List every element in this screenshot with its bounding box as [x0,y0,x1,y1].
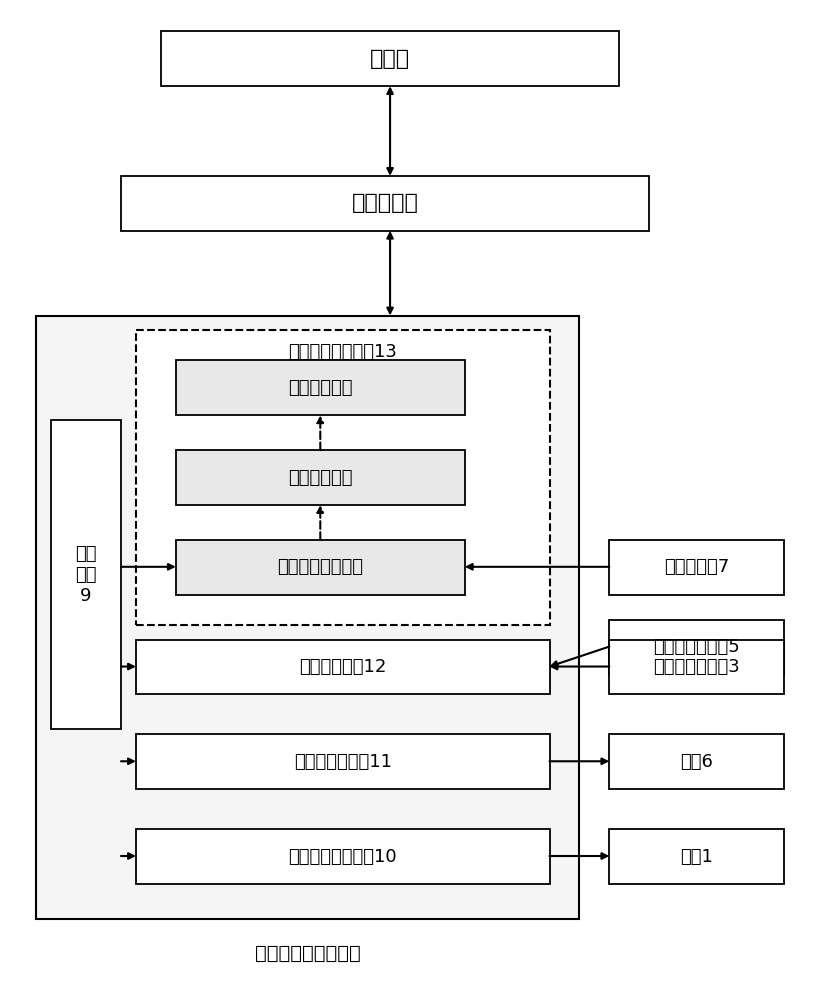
Text: 电压相减模块: 电压相减模块 [288,469,353,487]
Bar [175,360,465,415]
Bar [136,640,549,694]
Bar [175,450,465,505]
Text: 阀运动控制模块11: 阀运动控制模块11 [294,753,392,771]
Text: 计算机: 计算机 [370,49,410,69]
Bar [175,540,465,595]
Text: 气压电压处理模块13: 气压电压处理模块13 [288,343,397,361]
Bar [610,829,783,884]
Bar [36,316,579,919]
Bar [610,734,783,789]
Bar [121,176,650,231]
Bar [136,829,549,884]
Bar [136,734,549,789]
Text: 信息采集卡: 信息采集卡 [352,193,419,213]
Text: 出气流量传感器5: 出气流量传感器5 [653,638,740,656]
Text: 电压放大模块: 电压放大模块 [288,379,353,397]
Text: 信号处理与控制电路: 信号处理与控制电路 [255,944,361,963]
Bar [161,31,619,86]
Bar [610,540,783,595]
Bar [51,420,121,729]
Text: 流量处理模块12: 流量处理模块12 [299,658,387,676]
Text: 电机信号滤波模块10: 电机信号滤波模块10 [288,848,397,866]
Text: 压强传感器7: 压强传感器7 [664,558,730,576]
Text: 电源
模块
9: 电源 模块 9 [75,545,97,605]
Text: 气阀6: 气阀6 [680,753,713,771]
Text: 气压电压滤波模块: 气压电压滤波模块 [277,558,363,576]
Text: 风机1: 风机1 [680,848,713,866]
Bar [610,620,783,675]
Bar [610,640,783,694]
Text: 进气流量传感器3: 进气流量传感器3 [653,658,740,676]
Bar [136,330,549,625]
